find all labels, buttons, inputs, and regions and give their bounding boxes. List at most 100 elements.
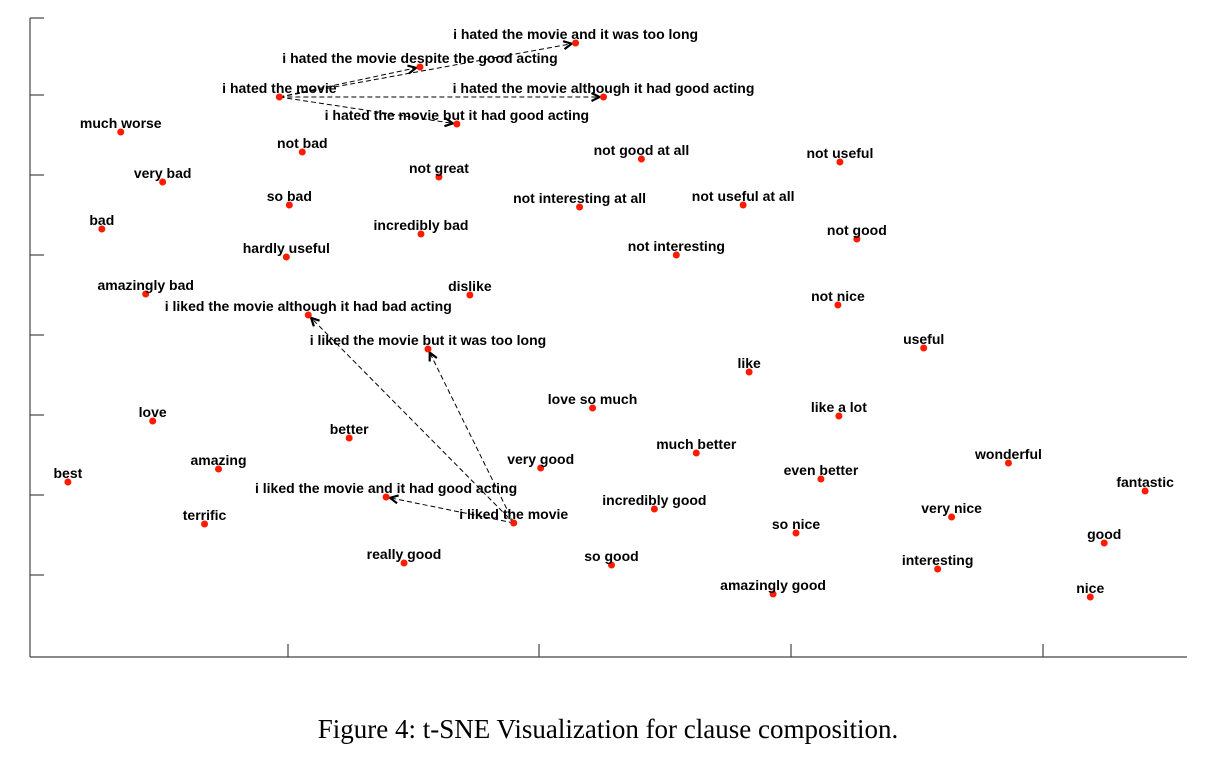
label-really-good: really good xyxy=(367,546,442,562)
label-bad: bad xyxy=(89,212,114,228)
point-better xyxy=(345,434,353,442)
x-axis xyxy=(30,644,1187,658)
tsne-scatter-plot: i hated the movie and it was too long i h… xyxy=(29,17,1187,658)
arrow-i-liked-the-movie-although-it-had-bad-acting xyxy=(311,318,515,524)
point-incredibly-good xyxy=(650,505,658,513)
label-better: better xyxy=(330,421,369,437)
label-not-useful: not useful xyxy=(806,145,873,161)
point-i-hated-the-movie-and-it-was-too-long xyxy=(572,39,580,47)
label-not-good: not good xyxy=(827,222,887,238)
label-like-a-lot: like a lot xyxy=(811,399,867,415)
point-hardly-useful xyxy=(282,253,290,261)
point-much-worse xyxy=(117,128,125,136)
point-very-good xyxy=(537,464,545,472)
point-i-hated-the-movie xyxy=(275,93,283,101)
point-not-good-at-all xyxy=(637,155,645,163)
point-love xyxy=(149,417,157,425)
point-not-interesting xyxy=(672,251,680,259)
label-amazing: amazing xyxy=(191,452,247,468)
arrow-i-hated-the-movie-despite-the-good-acting xyxy=(279,68,416,98)
label-dislike: dislike xyxy=(448,278,492,294)
label-very-bad: very bad xyxy=(134,165,192,181)
label-so-bad: so bad xyxy=(267,188,312,204)
label-i-hated-the-movie-and-it-was-too-long: i hated the movie and it was too long xyxy=(453,26,698,42)
arrows-layer xyxy=(279,44,599,524)
label-i-hated-the-movie: i hated the movie xyxy=(222,80,337,96)
label-hardly-useful: hardly useful xyxy=(243,240,330,256)
label-even-better: even better xyxy=(784,462,859,478)
label-not-bad: not bad xyxy=(277,135,328,151)
figure-caption: Figure 4: t-SNE Visualization for clause… xyxy=(317,714,899,744)
point-even-better xyxy=(817,475,825,483)
arrow-i-liked-the-movie-but-it-was-too-long xyxy=(430,353,515,524)
label-i-liked-the-movie-and-it-had-good-acting: i liked the movie and it had good acting xyxy=(255,480,517,496)
point-not-interesting-at-all xyxy=(576,203,584,211)
label-so-nice: so nice xyxy=(772,516,820,532)
label-love-so-much: love so much xyxy=(548,391,637,407)
label-best: best xyxy=(54,465,83,481)
point-very-nice xyxy=(948,513,956,521)
label-good: good xyxy=(1087,526,1121,542)
point-wonderful xyxy=(1004,459,1012,467)
label-like: like xyxy=(737,355,761,371)
point-useful xyxy=(920,344,928,352)
point-amazingly-good xyxy=(769,590,777,598)
point-i-liked-the-movie-although-it-had-bad-acting xyxy=(304,311,312,319)
point-so-good xyxy=(607,561,615,569)
point-i-hated-the-movie-although-it-had-good-acting xyxy=(600,93,608,101)
point-terrific xyxy=(201,520,209,528)
point-very-bad xyxy=(159,178,167,186)
label-nice: nice xyxy=(1076,580,1104,596)
label-much-better: much better xyxy=(656,436,737,452)
point-i-liked-the-movie xyxy=(510,519,518,527)
label-very-good: very good xyxy=(507,451,574,467)
point-i-hated-the-movie-despite-the-good-acting xyxy=(416,63,424,71)
label-not-great: not great xyxy=(409,160,469,176)
point-i-liked-the-movie-but-it-was-too-long xyxy=(424,345,432,353)
point-nice xyxy=(1086,593,1094,601)
point-good xyxy=(1100,539,1108,547)
point-like-a-lot xyxy=(835,412,843,420)
point-really-good xyxy=(400,559,408,567)
point-so-nice xyxy=(792,529,800,537)
label-amazingly-good: amazingly good xyxy=(720,577,826,593)
point-fantastic xyxy=(1141,487,1149,495)
point-not-good xyxy=(853,235,861,243)
point-like xyxy=(745,368,753,376)
label-not-interesting: not interesting xyxy=(628,238,725,254)
label-so-good: so good xyxy=(584,548,638,564)
point-i-hated-the-movie-but-it-had-good-acting xyxy=(453,120,461,128)
label-useful: useful xyxy=(903,331,944,347)
label-very-nice: very nice xyxy=(921,500,982,516)
label-interesting: interesting xyxy=(902,552,974,568)
label-love: love xyxy=(139,404,167,420)
label-i-liked-the-movie: i liked the movie xyxy=(459,506,568,522)
label-not-good-at-all: not good at all xyxy=(594,142,690,158)
label-wonderful: wonderful xyxy=(974,446,1042,462)
point-interesting xyxy=(934,565,942,573)
point-not-nice xyxy=(834,301,842,309)
label-i-hated-the-movie-although-it-had-good-acting: i hated the movie although it had good a… xyxy=(453,80,755,96)
arrow-i-hated-the-movie-and-it-was-too-long xyxy=(279,44,571,98)
point-dislike xyxy=(466,291,474,299)
label-i-hated-the-movie-despite-the-good-acting: i hated the movie despite the good actin… xyxy=(282,50,557,66)
label-incredibly-bad: incredibly bad xyxy=(374,217,469,233)
label-incredibly-good: incredibly good xyxy=(602,492,706,508)
point-amazingly-bad xyxy=(142,290,150,298)
point-best xyxy=(64,478,72,486)
label-i-hated-the-movie-but-it-had-good-acting: i hated the movie but it had good acting xyxy=(325,107,589,123)
point-i-liked-the-movie-and-it-had-good-acting xyxy=(382,493,390,501)
arrow-i-hated-the-movie-but-it-had-good-acting xyxy=(279,96,453,123)
label-i-liked-the-movie-but-it-was-too-long: i liked the movie but it was too long xyxy=(310,332,546,348)
point-bad xyxy=(98,225,106,233)
label-not-interesting-at-all: not interesting at all xyxy=(513,190,646,206)
label-not-nice: not nice xyxy=(811,288,865,304)
label-not-useful-at-all: not useful at all xyxy=(692,188,795,204)
point-love-so-much xyxy=(589,404,597,412)
label-amazingly-bad: amazingly bad xyxy=(97,277,193,293)
point-incredibly-bad xyxy=(417,230,425,238)
y-axis xyxy=(29,17,44,657)
label-much-worse: much worse xyxy=(80,115,162,131)
point-not-bad xyxy=(298,148,306,156)
points-layer: i hated the movie and it was too long i h… xyxy=(54,26,1174,601)
